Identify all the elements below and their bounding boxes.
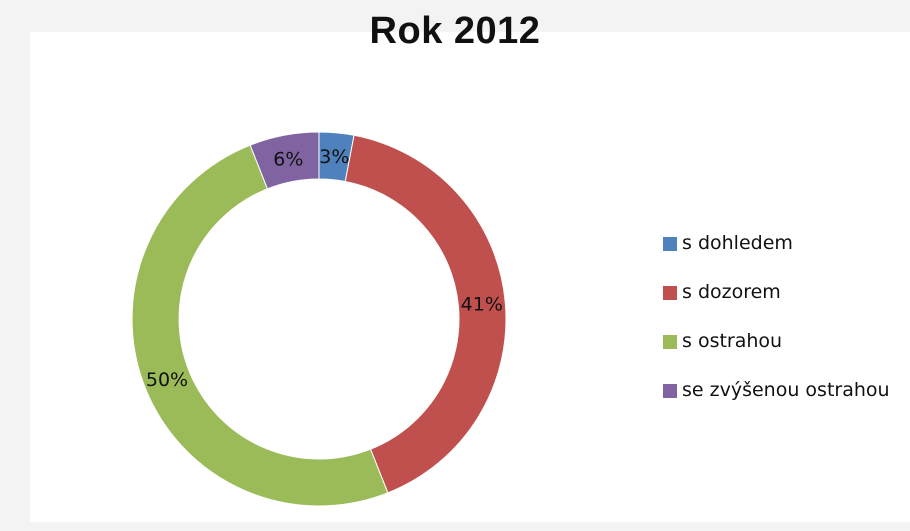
legend: s dohledem s dozorem s ostrahou se zvýšenou… [663, 232, 910, 428]
legend-item-s-dohledem: s dohledem [663, 232, 910, 281]
legend-swatch [663, 335, 677, 349]
data-label-s-ostrahou: 50% [146, 369, 188, 391]
slice-s-ostrahou [131, 144, 389, 507]
legend-swatch [663, 237, 677, 251]
legend-label: se zvýšenou ostrahou [682, 379, 890, 401]
legend-label: s dohledem [682, 232, 793, 254]
chart-title: Rok 2012 [369, 10, 541, 52]
legend-swatch [663, 286, 677, 300]
legend-label: s ostrahou [682, 330, 783, 352]
data-label-s-dozorem: 41% [461, 294, 503, 316]
slice-se-zvysenou-ostrahou [249, 131, 320, 190]
legend-item-se-zvysenou-ostrahou: se zvýšenou ostrahou [663, 379, 910, 428]
data-label-se-zvysenou-ostrahou: 6% [273, 148, 303, 170]
legend-item-s-ostrahou: s ostrahou [663, 330, 910, 379]
legend-item-s-dozorem: s dozorem [663, 281, 910, 330]
data-label-s-dohledem: 3% [319, 146, 349, 168]
legend-swatch [663, 384, 677, 398]
legend-label: s dozorem [682, 281, 781, 303]
slice-s-dozorem [344, 134, 507, 494]
